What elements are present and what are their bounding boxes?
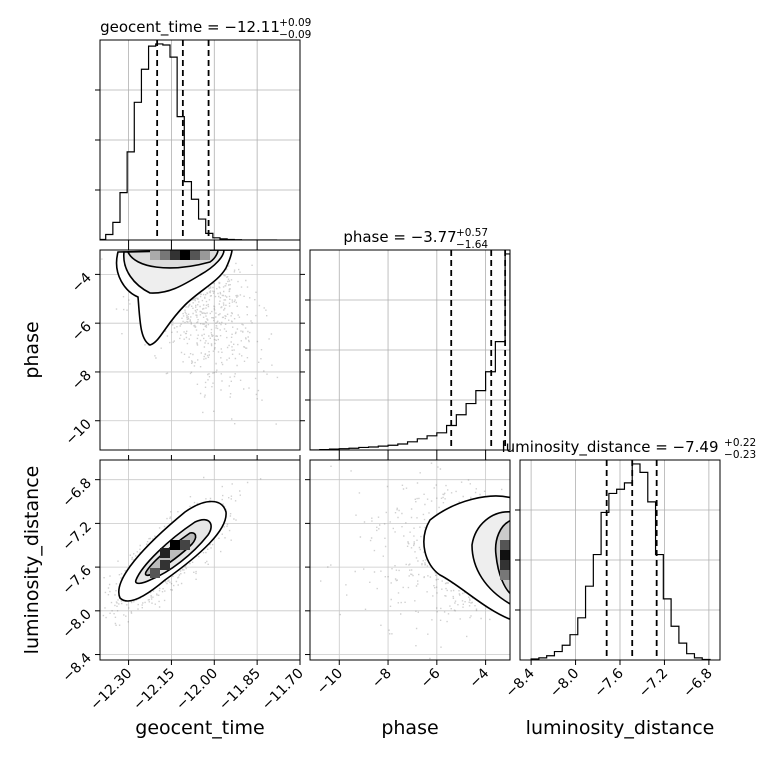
density-cell: [160, 548, 170, 558]
x-tick-label: −6: [418, 665, 444, 691]
density-cell: [160, 560, 170, 570]
density-cell: [170, 250, 180, 260]
x-tick-label: −8.4: [503, 665, 538, 700]
title-plus: +0.09: [279, 17, 311, 29]
x-tick-label: −6.8: [680, 666, 715, 701]
panel-frame: [99, 39, 301, 241]
density-content: [100, 460, 300, 660]
density-cell: [190, 250, 200, 260]
hist-panel-luminosity_distance: luminosity_distance = −7.49 +0.22−0.23: [501, 437, 756, 661]
density-content: [100, 250, 300, 450]
density-cell: [180, 250, 190, 260]
density-panel-geocent_time-luminosity_distance: [99, 459, 301, 661]
x-tick-label: −12.15: [130, 666, 178, 714]
panel-frame: [309, 459, 511, 661]
x-tick-label: −12.00: [173, 666, 221, 714]
x-tick-label: −10: [314, 666, 346, 698]
y-tick-label: −4: [69, 270, 95, 296]
panel-title: luminosity_distance = −7.49: [501, 438, 718, 457]
density-cell: [150, 250, 160, 260]
panel-frame: [309, 249, 511, 451]
x-axis-label-luminosity_distance: luminosity_distance: [526, 717, 715, 739]
panel-title: geocent_time = −12.11: [100, 18, 280, 37]
y-tick-label: −7.2: [59, 519, 94, 554]
density-cell: [500, 540, 510, 550]
hist-panel-phase: phase = −3.77 +0.57−1.64: [305, 227, 511, 451]
panel-frame: [99, 249, 301, 451]
x-tick-label: −12.30: [87, 666, 135, 714]
title-minus: −0.23: [724, 449, 756, 461]
y-axis-label-luminosity_distance: luminosity_distance: [21, 466, 43, 655]
density-cell: [170, 540, 180, 550]
y-tick-label: −10: [63, 416, 95, 448]
density-cell: [500, 560, 510, 570]
density-cell: [200, 250, 210, 260]
x-axis-label-geocent_time: geocent_time: [135, 717, 264, 739]
x-axis-label-phase: phase: [381, 717, 438, 739]
title-minus: −1.64: [456, 239, 488, 251]
density-cell: [500, 550, 510, 560]
title-plus: +0.22: [724, 437, 756, 449]
histogram-steps: [530, 463, 711, 660]
panel-title: phase = −3.77: [343, 228, 456, 246]
panel-frame: [99, 459, 301, 661]
x-tick-label: −8: [369, 666, 395, 692]
title-minus: −0.09: [279, 29, 311, 41]
x-tick-label: −8.0: [547, 666, 582, 701]
x-tick-label: −11.70: [259, 666, 307, 714]
density-content: [310, 460, 510, 660]
histogram-steps: [310, 253, 510, 450]
density-cell: [180, 540, 190, 550]
x-tick-label: −11.85: [216, 666, 264, 714]
density-cell: [160, 250, 170, 260]
density-panel-geocent_time-phase: [99, 249, 301, 451]
y-tick-label: −6.8: [59, 475, 94, 510]
x-tick-label: −7.6: [591, 665, 626, 700]
x-tick-label: −7.2: [636, 666, 671, 701]
hist-panel-geocent_time: geocent_time = −12.11 +0.09−0.09: [95, 17, 311, 241]
y-axis-label-phase: phase: [21, 321, 43, 378]
y-tick-label: −8.4: [59, 650, 94, 685]
density-panel-phase-luminosity_distance: [309, 459, 511, 661]
y-tick-label: −6: [69, 319, 95, 345]
histogram-steps: [100, 43, 278, 240]
density-cell: [150, 568, 160, 578]
title-plus: +0.57: [456, 227, 488, 239]
y-tick-label: −7.6: [59, 563, 94, 598]
y-tick-label: −8: [69, 367, 95, 393]
y-tick-label: −8.0: [59, 606, 94, 641]
x-tick-label: −4: [467, 665, 493, 691]
density-cell: [500, 570, 510, 580]
